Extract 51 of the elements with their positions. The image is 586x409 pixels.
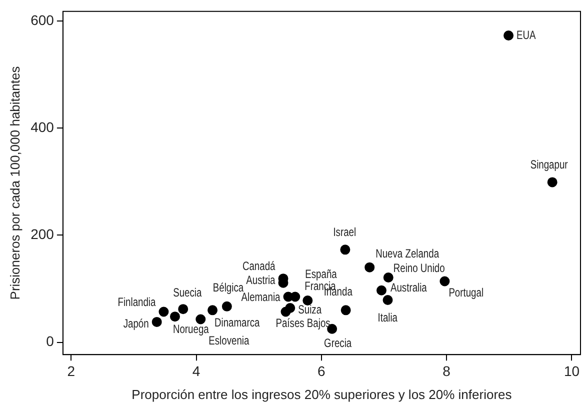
annotation: Suecia [173, 286, 202, 300]
annotation: Portugal [448, 286, 484, 300]
annotation: Finlandia [118, 296, 156, 310]
point [290, 292, 300, 302]
annotation: España [305, 268, 337, 282]
annotation: Alemania [241, 291, 280, 304]
annotation: Eslovenia [208, 334, 250, 348]
point [383, 272, 394, 282]
point [196, 314, 206, 324]
annotation: Países Bajos [276, 317, 330, 330]
point [382, 294, 393, 305]
annotation: Suiza [298, 303, 322, 317]
y-tick-label: 400 [30, 118, 54, 135]
annotation: Dinamarca [214, 316, 260, 330]
point [280, 306, 291, 317]
annotation: Australia [390, 282, 427, 296]
annotation: Canadá [242, 260, 276, 274]
annotation: Reino Unido [393, 262, 445, 276]
point [504, 30, 514, 40]
y-tick-label: 200 [30, 226, 54, 242]
y-axis-title: Prisioneros por cada 100,000 habitantes [7, 66, 22, 300]
x-axis-title: Proporción entre los ingresos 20% superiores y los 20% inferiores [132, 386, 512, 402]
annotation: Noruega [172, 322, 209, 336]
annotation: Japón [123, 317, 149, 331]
point [340, 305, 351, 316]
x-tick-label: 10 [564, 362, 580, 379]
point [376, 285, 386, 296]
point [440, 276, 450, 286]
annotation: Singapur [530, 158, 568, 172]
point [364, 262, 375, 272]
x-tick-label: 2 [67, 362, 76, 379]
annotation: Israel [333, 226, 356, 240]
y-tick-label: 600 [30, 12, 54, 28]
annotation: Italia [378, 311, 398, 325]
annotation: Bélgica [212, 282, 244, 296]
point [547, 177, 558, 188]
x-tick-label: 4 [192, 362, 200, 379]
y-tick-label: 0 [46, 333, 54, 350]
x-tick-label: 8 [442, 362, 451, 379]
annotation: Grecia [324, 337, 352, 351]
annotation: Nueva Zelanda [376, 248, 440, 261]
annotation: EUA [516, 28, 536, 42]
point [208, 305, 218, 316]
point [158, 306, 169, 317]
point [222, 301, 232, 312]
point [152, 316, 162, 327]
annotation: Austria [246, 274, 276, 288]
point [340, 244, 350, 255]
point [170, 312, 180, 322]
point [178, 304, 188, 314]
x-tick-label: 6 [318, 362, 326, 379]
